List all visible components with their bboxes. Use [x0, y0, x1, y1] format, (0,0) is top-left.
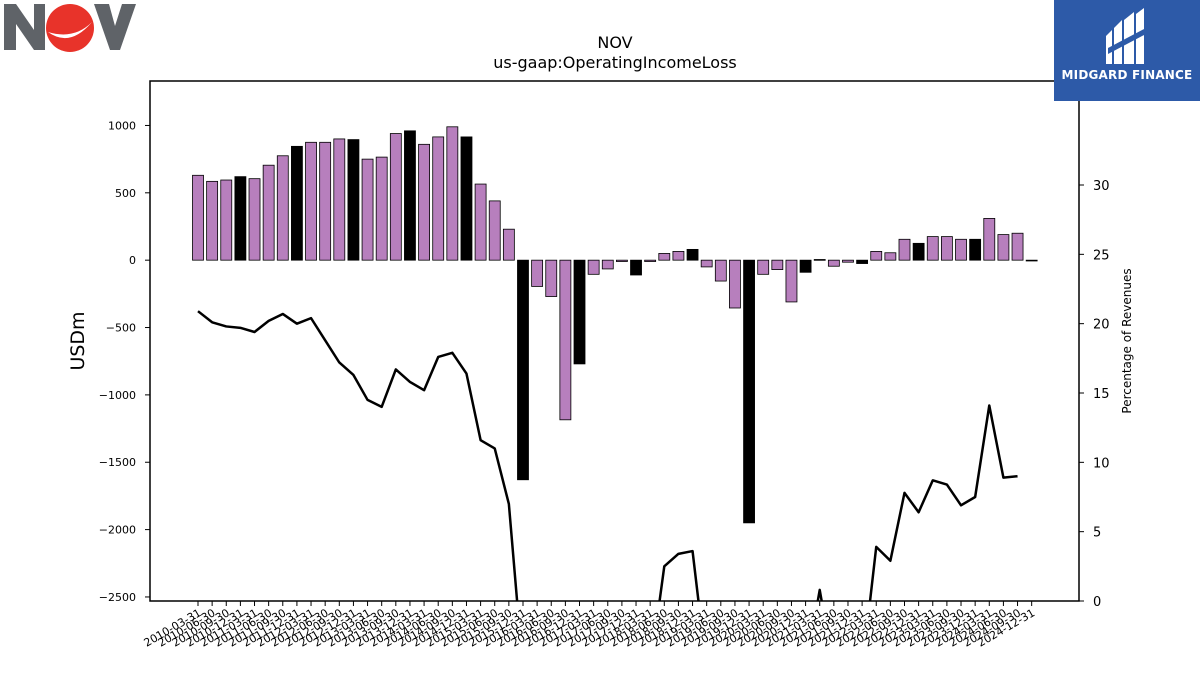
bar [432, 136, 445, 261]
y-tick-label: −500 [106, 322, 136, 335]
bar [502, 228, 515, 261]
y-tick-label: −1500 [99, 456, 136, 469]
bar [474, 183, 487, 261]
y-tick-label: −2500 [99, 591, 136, 604]
chart-title: NOV [597, 33, 632, 52]
bar [262, 164, 275, 261]
bar [827, 259, 840, 267]
bar [389, 133, 402, 261]
y2-axis-label: Percentage of Revenues [1120, 268, 1134, 413]
midgard-finance-logo: MIDGARD FINANCE [1054, 0, 1200, 101]
bar [940, 236, 953, 261]
y-tick-label: −1000 [99, 389, 136, 402]
bar [446, 126, 459, 261]
y2-tick-label: 15 [1093, 387, 1110, 402]
bar [220, 179, 233, 261]
bar [573, 259, 586, 365]
bar [248, 178, 261, 261]
y-tick-label: 0 [129, 254, 136, 267]
bar [559, 259, 572, 421]
bar [785, 259, 798, 303]
bar [884, 252, 897, 261]
y-axis-label: USDm [67, 311, 89, 370]
y2-tick-label: 0 [1093, 595, 1101, 610]
bar [912, 242, 925, 261]
bar [1025, 259, 1038, 262]
bar [234, 176, 247, 261]
plot-frame [149, 80, 1080, 602]
chart-subtitle: us-gaap:OperatingIncomeLoss [493, 53, 737, 72]
bar [545, 259, 558, 297]
bar [1011, 232, 1024, 261]
bar [291, 145, 303, 261]
y2-tick-label: 20 [1093, 318, 1110, 333]
y-tick-label: −2000 [99, 524, 136, 537]
bar [997, 234, 1010, 261]
bar [983, 218, 996, 261]
bar [898, 238, 911, 261]
bar [813, 259, 826, 261]
percentage-line [197, 310, 1018, 601]
bar [616, 259, 628, 262]
percentage-line-series [197, 310, 1018, 601]
bar [686, 248, 699, 261]
bar [842, 259, 854, 263]
bar [305, 141, 317, 261]
bar [404, 130, 416, 261]
y2-tick-label: 25 [1093, 248, 1110, 263]
y-tick-label: 1000 [108, 119, 136, 132]
bar [969, 238, 982, 261]
bar [347, 139, 360, 261]
bar [799, 259, 812, 273]
bar [319, 141, 332, 261]
bar-series [192, 126, 1038, 524]
bar [644, 259, 657, 262]
y2-tick-label: 30 [1093, 179, 1110, 194]
bar [460, 136, 473, 261]
bar [375, 156, 388, 261]
bar [418, 143, 430, 261]
nov-logo [4, 4, 136, 56]
bar [601, 259, 614, 270]
y-axis-right: 0 5 10 15 20 25 30 [1079, 179, 1110, 610]
midgard-finance-wordmark: MIDGARD FINANCE [1061, 68, 1193, 82]
x-axis: 2010-03-312010-06-302010-09-302010-12-31… [142, 601, 1037, 650]
bar [206, 180, 219, 261]
bar [531, 259, 544, 287]
y2-tick-label: 5 [1093, 526, 1101, 541]
bar [743, 259, 755, 524]
bar [276, 155, 289, 261]
y2-tick-label: 10 [1093, 456, 1110, 471]
bar [630, 259, 642, 276]
bar [771, 259, 784, 271]
bar [658, 253, 671, 261]
bar [488, 200, 501, 261]
bar [333, 138, 346, 261]
bar [926, 236, 939, 261]
bar [714, 259, 727, 282]
bar [955, 238, 967, 261]
bar [517, 259, 529, 481]
bar [672, 251, 685, 261]
bar [192, 174, 204, 261]
bar [856, 259, 869, 264]
y-tick-label: 500 [115, 187, 136, 200]
bar [361, 158, 374, 261]
y-axis-left: 1000 500 0 −500 −1000 −1500 −2000 −2500 [99, 119, 150, 604]
bar [700, 259, 713, 268]
bar [757, 259, 770, 275]
bar [870, 251, 883, 261]
bar [587, 259, 600, 275]
bar [729, 259, 741, 309]
